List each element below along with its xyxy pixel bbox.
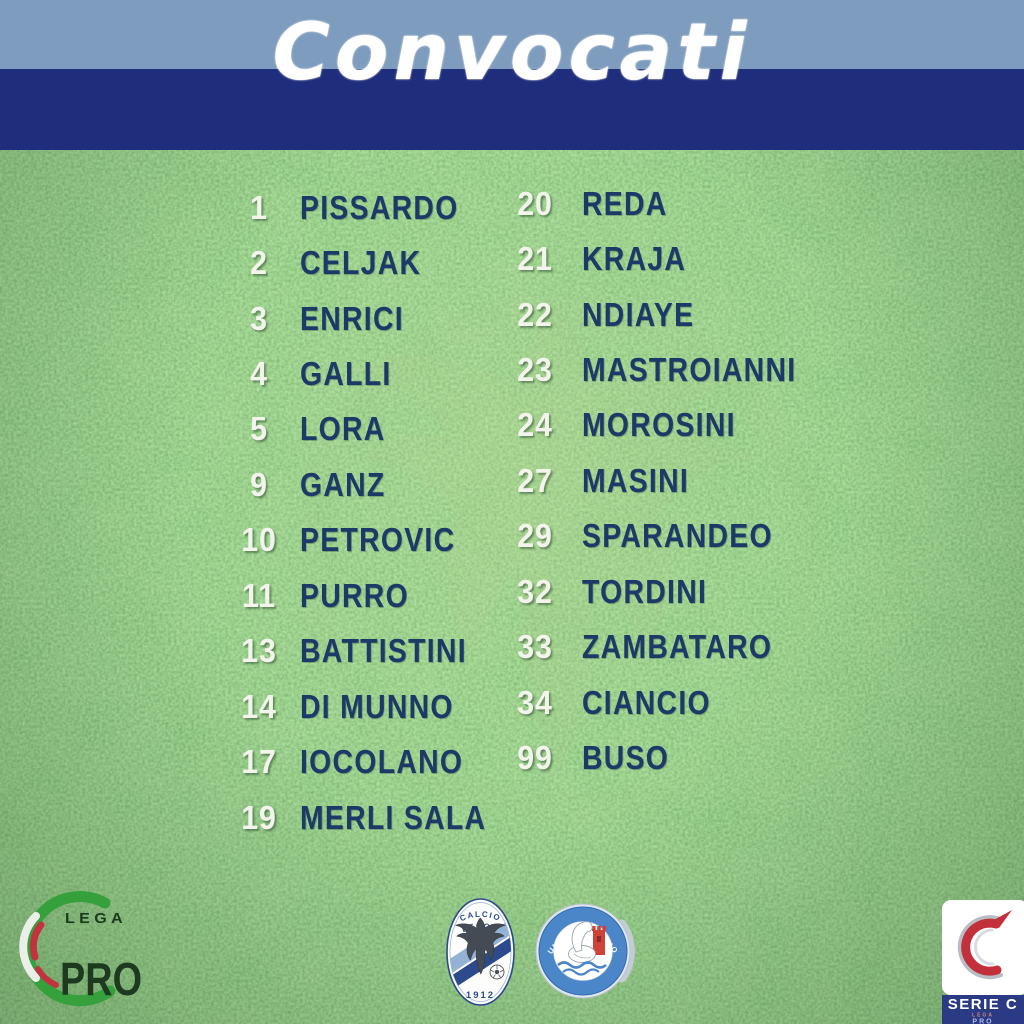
player-name: MASTROIANNI: [582, 351, 797, 389]
player-name: BUSO: [582, 739, 670, 777]
roster-row: 13 BATTISTINI: [230, 624, 517, 679]
player-name: CELJAK: [300, 244, 422, 282]
player-number: 20: [517, 184, 553, 222]
roster-row: 33 ZAMBATARO: [504, 620, 831, 675]
roster-row: 29 SPARANDEO: [504, 509, 831, 564]
serie-c-title: SERIE C: [948, 996, 1019, 1013]
roster-row: 4 GALLI: [230, 346, 517, 401]
player-name: CIANCIO: [582, 683, 711, 721]
albinoleffe-badge: UNIONE CALCIO ALBINOLEFFE: [535, 903, 635, 999]
player-name: MASINI: [582, 461, 690, 499]
player-name: REDA: [582, 184, 668, 222]
lega-pro-logo: LEGA PRO: [19, 891, 142, 1007]
player-number: 4: [250, 355, 268, 393]
player-number: 24: [517, 406, 553, 444]
player-number: 19: [241, 798, 277, 836]
player-number: 27: [517, 461, 553, 499]
lega-pro-word-pro: PRO: [60, 953, 142, 1005]
player-name: PURRO: [300, 576, 409, 614]
roster-row: 1 PISSARDO: [230, 180, 517, 235]
page-title: Convocati: [272, 8, 752, 98]
soccer-ball-icon: [489, 964, 505, 980]
player-name: PETROVIC: [300, 521, 456, 559]
serie-c-logo: SERIE C LEGA PRO: [942, 900, 1024, 1024]
player-number: 33: [517, 628, 553, 666]
roster-row: 17 IOCOLANO: [230, 734, 517, 789]
player-number: 17: [241, 743, 277, 781]
player-name: MOROSINI: [582, 406, 736, 444]
serie-c-sub-lega: LEGA: [972, 1013, 994, 1019]
player-name: DI MUNNO: [300, 687, 454, 725]
roster-row: 2 CELJAK: [230, 235, 517, 290]
roster-row: 20 REDA: [504, 176, 831, 231]
player-name: PISSARDO: [300, 188, 459, 226]
roster-row: 99 BUSO: [504, 730, 831, 785]
tricolor-swoosh-icon: [19, 891, 116, 1007]
player-name: MERLI SALA: [300, 798, 487, 836]
player-number: 2: [250, 244, 268, 282]
player-number: 14: [241, 687, 277, 725]
player-name: GALLI: [300, 355, 392, 393]
waves-icon: [557, 961, 607, 976]
header-navy-band: [0, 69, 1024, 150]
roster-row: 19 MERLI SALA: [230, 790, 517, 845]
roster-row: 10 PETROVIC: [230, 513, 517, 568]
lecco-badge: CALCIO LECCO 1912: [446, 898, 515, 1006]
player-number: 21: [517, 240, 553, 278]
tower-icon: [592, 926, 606, 955]
player-number: 5: [250, 410, 268, 448]
player-number: 34: [517, 683, 553, 721]
player-name: GANZ: [300, 465, 386, 503]
player-name: LORA: [300, 410, 386, 448]
player-number: 13: [241, 632, 277, 670]
player-number: 9: [250, 465, 268, 503]
serie-c-swoosh-icon: [957, 910, 1012, 980]
lecco-year: 1912: [466, 990, 495, 1001]
player-number: 29: [517, 517, 553, 555]
player-number: 11: [242, 576, 276, 614]
player-number: 22: [517, 295, 553, 333]
lega-pro-word-lega: LEGA: [65, 910, 127, 927]
player-name: TORDINI: [582, 572, 708, 610]
serie-c-sub-pro: PRO: [972, 1019, 993, 1024]
player-name: IOCOLANO: [300, 743, 464, 781]
roster-row: 27 MASINI: [504, 453, 831, 508]
player-name: KRAJA: [582, 240, 687, 278]
roster-row: 23 MASTROIANNI: [504, 342, 831, 397]
header-top-band: [0, 0, 1024, 69]
player-number: 99: [517, 739, 553, 777]
roster-row: 32 TORDINI: [504, 564, 831, 619]
roster-row: 24 MOROSINI: [504, 398, 831, 453]
roster-row: 5 LORA: [230, 402, 517, 457]
player-number: 32: [517, 572, 553, 610]
player-name: ZAMBATARO: [582, 628, 773, 666]
roster-row: 34 CIANCIO: [504, 675, 831, 730]
roster-row: 14 DI MUNNO: [230, 679, 517, 734]
roster-row: 3 ENRICI: [230, 291, 517, 346]
svg-text:CALCIO: CALCIO: [459, 910, 503, 923]
roster-column-right: 20 REDA 21 KRAJA 22 NDIAYE 23 MASTROIANN…: [504, 176, 831, 786]
roster-row: 11 PURRO: [230, 568, 517, 623]
roster-column-left: 1 PISSARDO 2 CELJAK 3 ENRICI 4 GALLI 5 L…: [230, 180, 517, 845]
player-name: BATTISTINI: [300, 632, 467, 670]
roster-row: 21 KRAJA: [504, 231, 831, 286]
player-number: 3: [250, 299, 268, 337]
lecco-word-calcio: CALCIO: [459, 910, 501, 923]
player-name: ENRICI: [300, 299, 404, 337]
swan-icon: [568, 921, 596, 963]
player-number: 10: [241, 521, 277, 559]
roster-row: 9 GANZ: [230, 457, 517, 512]
player-number: 23: [517, 351, 553, 389]
player-name: SPARANDEO: [582, 517, 773, 555]
player-name: NDIAYE: [582, 295, 695, 333]
player-number: 1: [250, 188, 268, 226]
roster-row: 22 NDIAYE: [504, 287, 831, 342]
